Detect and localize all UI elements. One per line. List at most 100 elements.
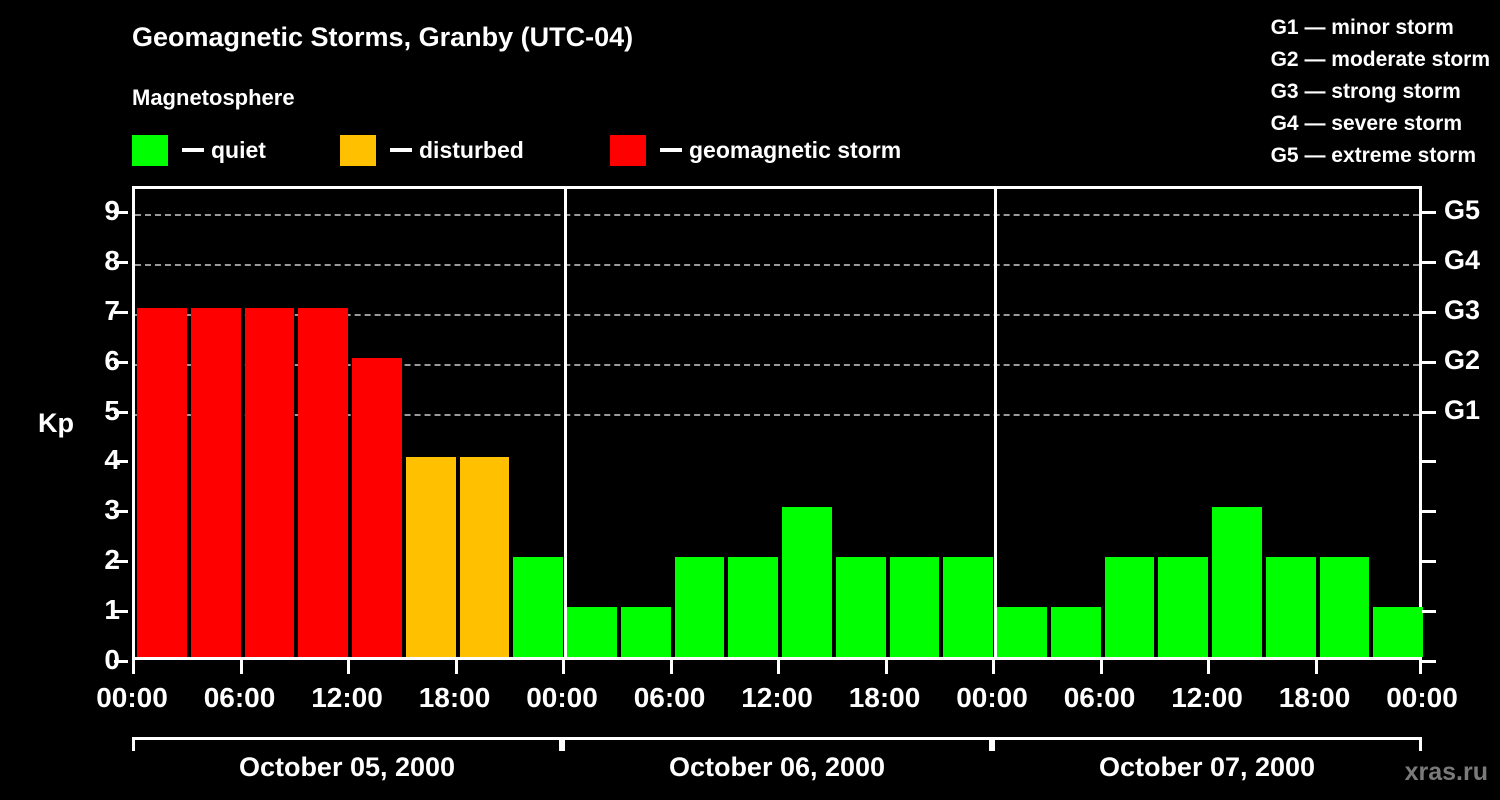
day-label: October 06, 2000 [668,752,886,782]
g-minor-tick [1422,610,1436,614]
x-tick-label: 18:00 [1278,682,1351,713]
watermark: xras.ru [1404,758,1488,786]
day-bracket [562,737,992,751]
legend-entry: quiet [132,133,266,167]
bar [137,307,187,657]
y-tick-mark [114,410,128,414]
x-tick-mark [562,660,565,674]
bar [1212,507,1262,657]
x-axis-tick-labels: 00:00 06:00 12:00 18:00 00:00 06:00 12:00 18:00… [0,682,1500,722]
bar [997,607,1047,657]
day-labels: October 05, 2000 October 06, 2000 October … [132,752,1422,796]
y-tick-label: 1 [104,594,120,626]
x-tick-mark [1207,660,1210,674]
y-tick-label: 8 [104,244,120,276]
g-scale-legend-line: G3 — strong storm [1270,80,1461,103]
magnetosphere-section-label: Magnetosphere [132,85,295,110]
g-tick-mark [1422,410,1436,414]
x-tick-mark [992,660,995,674]
g-minor-tick [1422,560,1436,564]
x-tick-label: 12:00 [311,682,383,713]
g-tick-label: G1 [1444,394,1481,425]
chart-plot-area [132,186,1423,660]
x-tick-mark [777,660,780,674]
legend-label: quiet [211,136,266,163]
y-tick-label: 0 [104,644,120,675]
g-scale-legend-line: G4 — severe storm [1270,112,1463,135]
y-axis-tick-labels: 0 1 2 3 4 5 6 7 8 9 [58,186,120,673]
bar [190,307,241,657]
x-tick-label: 00:00 [96,682,168,713]
g-tick-mark [1422,310,1436,314]
y-tick-mark [114,460,128,464]
x-tick-mark [132,660,135,674]
g-scale-axis: G1 G2 G3 G4 G5 [1422,186,1500,663]
g-tick-label: G2 [1444,344,1481,375]
x-tick-mark [454,660,458,674]
y-axis-tick-marks [0,186,132,663]
bar [1050,607,1101,657]
y-tick-label: 3 [104,494,120,526]
x-tick-label: 12:00 [1171,682,1243,713]
disturbed-swatch [340,134,376,166]
x-tick-mark [884,660,888,674]
gridline [135,213,1419,216]
bar [674,557,725,657]
legend-entry: geomagnetic storm [610,133,901,167]
bar [1104,557,1155,657]
x-tick-label: 00:00 [956,682,1028,713]
y-tick-label: 2 [104,544,120,576]
day-label: October 05, 2000 [238,752,456,782]
legend-dash [182,148,204,152]
g-minor-tick [1422,460,1436,464]
day-separator [563,189,567,657]
bar [782,507,832,657]
bar [620,607,671,657]
bar [567,607,617,657]
y-tick-mark [114,560,128,564]
plot-inner [135,189,1423,657]
bar [728,557,778,657]
page-title: Geomagnetic Storms, Granby (UTC-04) [132,22,634,52]
g-tick-mark [1422,360,1436,364]
bar [1158,557,1208,657]
x-tick-mark [1419,660,1422,674]
bar [244,307,295,657]
quiet-swatch [132,134,168,166]
y-tick-mark [114,660,128,663]
storm-swatch [610,134,646,166]
y-tick-label: 7 [104,294,120,326]
day-separator [993,189,997,657]
bar [298,307,348,657]
x-axis-tick-marks [132,660,1422,674]
legend-entry: disturbed [340,133,524,167]
y-tick-mark [114,360,128,364]
bar [889,557,940,657]
x-tick-label: 06:00 [203,682,276,713]
g-minor-tick [1422,660,1436,663]
gridline [135,313,1419,316]
g-tick-mark [1422,210,1436,214]
x-tick-mark [1314,660,1318,674]
g-tick-label: G4 [1444,244,1481,275]
g-scale-legend-line: G5 — extreme storm [1270,144,1477,167]
y-tick-label: 6 [104,344,120,376]
g-scale-legend: G1 — minor storm G2 — moderate storm G3 — … [1271,12,1490,172]
bar [459,457,510,657]
g-tick-label: G5 [1444,194,1481,225]
legend-label: disturbed [419,136,524,163]
day-bracket [992,737,1422,751]
y-tick-mark [114,260,128,264]
x-tick-label: 06:00 [633,682,706,713]
y-tick-label: 9 [104,194,120,226]
legend-label: geomagnetic storm [689,136,902,163]
y-tick-mark [114,310,128,314]
x-tick-label: 06:00 [1063,682,1136,713]
x-tick-mark [239,660,243,674]
legend-dash [390,148,412,152]
x-tick-label: 00:00 [526,682,598,713]
x-tick-label: 00:00 [1386,682,1458,713]
bar [405,457,456,657]
bar [1373,607,1423,657]
gridline [135,413,1419,416]
